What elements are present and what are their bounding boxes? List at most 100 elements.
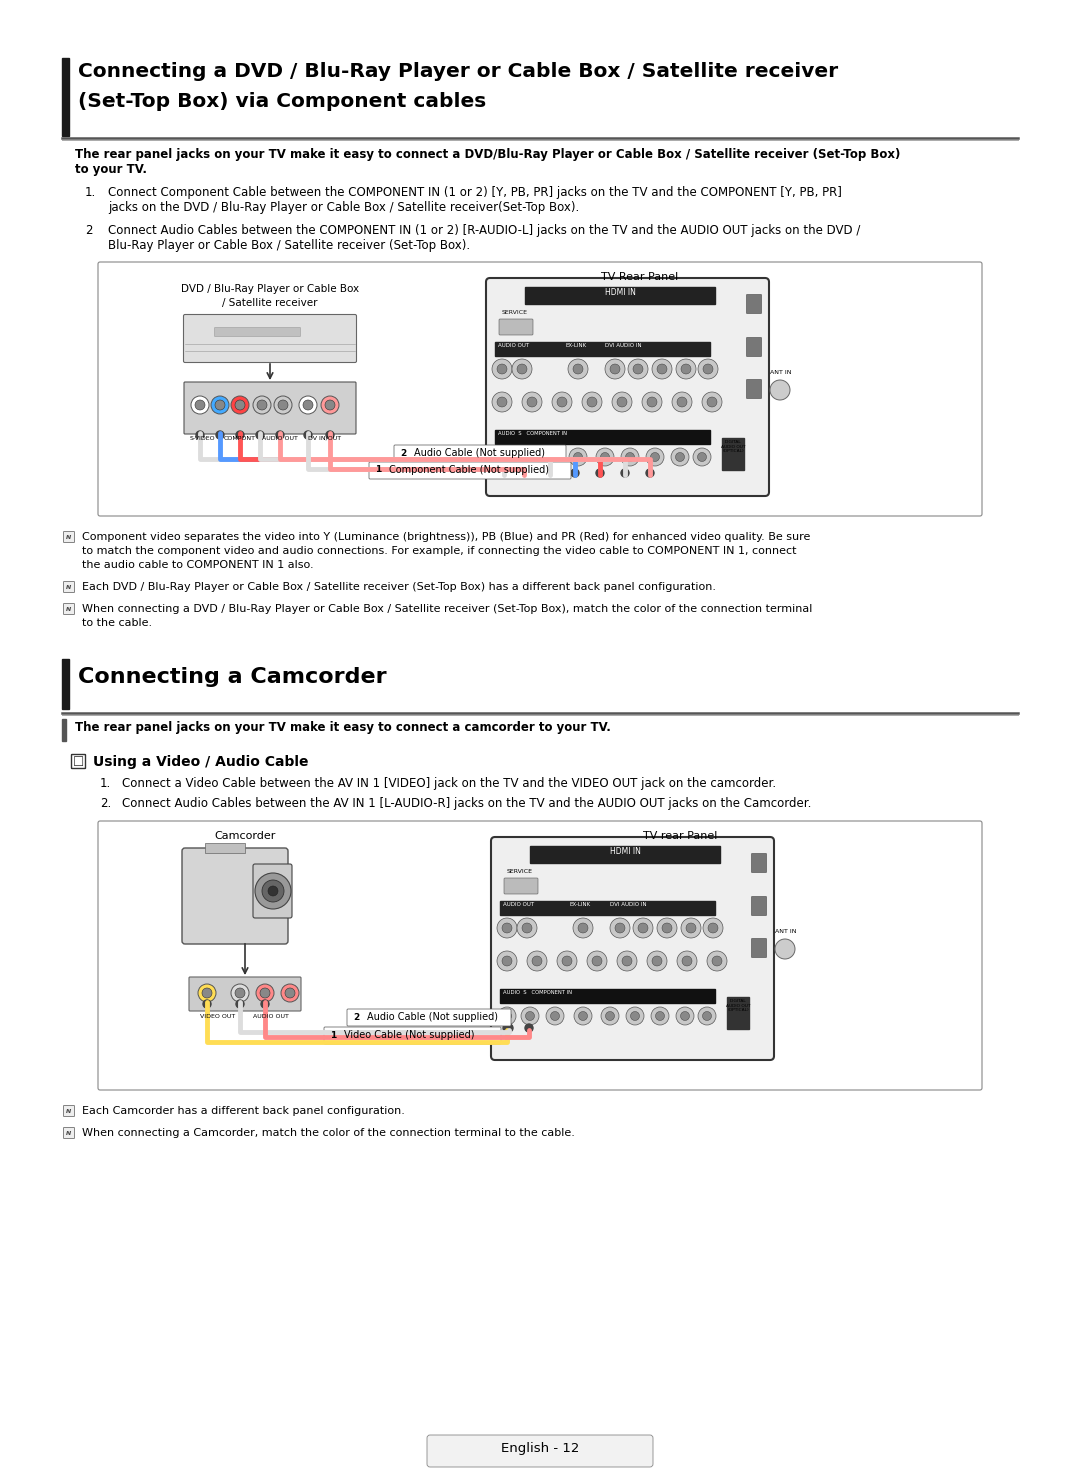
- Text: (Set-Top Box) via Component cables: (Set-Top Box) via Component cables: [78, 92, 486, 111]
- Circle shape: [552, 393, 572, 412]
- Circle shape: [257, 400, 267, 411]
- Circle shape: [610, 365, 620, 373]
- Circle shape: [631, 1012, 639, 1021]
- Text: Each Camcorder has a different back panel configuration.: Each Camcorder has a different back pane…: [82, 1106, 405, 1116]
- Bar: [495, 342, 710, 356]
- Text: DVI AUDIO IN: DVI AUDIO IN: [605, 342, 642, 348]
- Circle shape: [521, 1006, 539, 1026]
- Text: N: N: [66, 585, 71, 590]
- Circle shape: [605, 359, 625, 379]
- Circle shape: [231, 396, 249, 413]
- Text: DIGITAL
AUDIO OUT
(OPTICAL): DIGITAL AUDIO OUT (OPTICAL): [726, 999, 751, 1012]
- FancyBboxPatch shape: [184, 314, 356, 363]
- Text: When connecting a Camcorder, match the color of the connection terminal to the c: When connecting a Camcorder, match the c…: [82, 1128, 575, 1138]
- FancyBboxPatch shape: [215, 328, 300, 336]
- Circle shape: [492, 448, 511, 465]
- Circle shape: [621, 448, 639, 465]
- Circle shape: [676, 359, 696, 379]
- Circle shape: [299, 396, 318, 413]
- Circle shape: [235, 400, 245, 411]
- Text: 2.: 2.: [100, 797, 111, 811]
- FancyBboxPatch shape: [746, 379, 761, 399]
- FancyBboxPatch shape: [746, 338, 761, 357]
- Text: ANT IN: ANT IN: [775, 929, 797, 934]
- Text: Using a Video / Audio Cable: Using a Video / Audio Cable: [93, 754, 309, 769]
- Circle shape: [517, 917, 537, 938]
- Circle shape: [638, 923, 648, 934]
- Bar: [500, 901, 715, 914]
- FancyBboxPatch shape: [183, 848, 288, 944]
- FancyBboxPatch shape: [746, 295, 761, 314]
- Text: Each DVD / Blu-Ray Player or Cable Box / Satellite receiver (Set-Top Box) has a : Each DVD / Blu-Ray Player or Cable Box /…: [82, 582, 716, 591]
- FancyBboxPatch shape: [189, 977, 301, 1011]
- FancyBboxPatch shape: [98, 262, 982, 516]
- Bar: [500, 988, 715, 1003]
- Text: Component video separates the video into Y (Luminance (brightness)), PB (Blue) a: Component video separates the video into…: [82, 532, 810, 542]
- FancyBboxPatch shape: [64, 1128, 75, 1138]
- Circle shape: [600, 1006, 619, 1026]
- Circle shape: [573, 1006, 592, 1026]
- Circle shape: [516, 448, 534, 465]
- Circle shape: [505, 1024, 513, 1031]
- Circle shape: [522, 923, 532, 934]
- Circle shape: [261, 1000, 269, 1008]
- Circle shape: [596, 468, 604, 477]
- Circle shape: [262, 880, 284, 903]
- Circle shape: [646, 468, 654, 477]
- Text: to your TV.: to your TV.: [75, 163, 147, 176]
- Circle shape: [642, 393, 662, 412]
- Circle shape: [657, 917, 677, 938]
- Circle shape: [647, 397, 657, 408]
- Circle shape: [492, 393, 512, 412]
- Circle shape: [237, 431, 244, 439]
- Circle shape: [652, 359, 672, 379]
- Circle shape: [610, 917, 630, 938]
- Text: N: N: [66, 1131, 71, 1137]
- Circle shape: [681, 365, 691, 373]
- FancyBboxPatch shape: [71, 754, 85, 769]
- Circle shape: [770, 379, 789, 400]
- Circle shape: [596, 448, 615, 465]
- Text: 1: 1: [375, 465, 381, 474]
- Circle shape: [568, 359, 588, 379]
- FancyBboxPatch shape: [427, 1435, 653, 1467]
- Circle shape: [303, 400, 313, 411]
- Circle shape: [680, 1012, 689, 1021]
- Circle shape: [677, 397, 687, 408]
- Circle shape: [588, 397, 597, 408]
- Circle shape: [526, 1012, 535, 1021]
- Circle shape: [541, 448, 559, 465]
- Text: AUDIO OUT: AUDIO OUT: [503, 903, 535, 907]
- Circle shape: [500, 468, 508, 477]
- Text: N: N: [66, 535, 71, 539]
- Circle shape: [681, 956, 692, 966]
- Circle shape: [525, 1024, 534, 1031]
- FancyBboxPatch shape: [394, 445, 566, 462]
- Text: AUDIO OUT: AUDIO OUT: [253, 1014, 288, 1020]
- Circle shape: [231, 984, 249, 1002]
- Bar: [62, 58, 69, 136]
- Circle shape: [532, 956, 542, 966]
- Circle shape: [588, 951, 607, 971]
- Circle shape: [268, 886, 278, 897]
- Circle shape: [195, 431, 204, 439]
- Circle shape: [503, 1024, 511, 1031]
- Circle shape: [579, 1012, 588, 1021]
- Bar: [205, 843, 245, 854]
- Text: DVI AUDIO IN: DVI AUDIO IN: [610, 903, 647, 907]
- Text: DV IN/OUT: DV IN/OUT: [309, 436, 341, 442]
- Text: Connecting a Camcorder: Connecting a Camcorder: [78, 667, 387, 688]
- Circle shape: [775, 940, 795, 959]
- Circle shape: [191, 396, 210, 413]
- Text: HDMI IN: HDMI IN: [605, 288, 635, 296]
- Circle shape: [662, 923, 672, 934]
- Text: SERVICE: SERVICE: [502, 310, 528, 316]
- Text: AUDIO OUT: AUDIO OUT: [498, 342, 529, 348]
- Text: Video Cable (Not supplied): Video Cable (Not supplied): [345, 1030, 474, 1040]
- Circle shape: [502, 1012, 512, 1021]
- Circle shape: [545, 452, 554, 461]
- Circle shape: [216, 431, 224, 439]
- Circle shape: [698, 1006, 716, 1026]
- Text: AUDIO  S   COMPONENT IN: AUDIO S COMPONENT IN: [498, 431, 567, 436]
- Circle shape: [615, 923, 625, 934]
